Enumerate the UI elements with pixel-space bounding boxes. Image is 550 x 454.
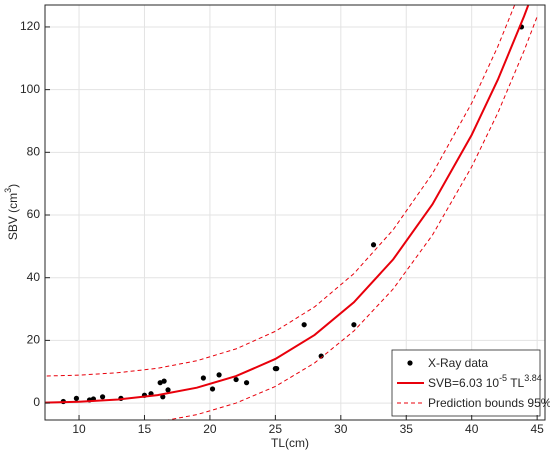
text-part: X-Ray data — [428, 356, 488, 370]
legend-label: SVB=6.03 10-5 TL3.84 — [428, 373, 542, 390]
legend-marker — [407, 360, 413, 366]
text-part: TL — [507, 376, 524, 390]
x-tick-label: 10 — [72, 422, 86, 436]
y-tick-label: 60 — [27, 207, 41, 221]
curve — [45, 5, 516, 377]
text-part: 3.84 — [524, 373, 542, 383]
data-point — [216, 372, 222, 378]
x-tick-label: 40 — [465, 422, 479, 436]
text-part: ) — [6, 184, 20, 188]
text-part: Prediction bounds 95% — [428, 396, 550, 410]
plot-frame — [44, 4, 546, 421]
data-point — [233, 376, 239, 383]
legend: X-Ray data SVB=6.03 10-5 TL3.84 Prediction… — [391, 349, 550, 417]
legend-label: Prediction bounds 95% — [428, 396, 550, 410]
x-tick-label: 45 — [530, 422, 544, 436]
text-part: SVB=6.03 10 — [428, 376, 499, 390]
text-part: -5 — [499, 373, 507, 383]
data-point — [318, 353, 324, 359]
data-point — [274, 365, 280, 372]
y-tick-label: 80 — [27, 144, 41, 158]
legend-label: X-Ray data — [428, 356, 488, 370]
y-tick-label: 100 — [20, 82, 40, 96]
marks — [45, 5, 538, 420]
grid — [45, 5, 545, 420]
data-point — [160, 394, 166, 400]
data-point — [99, 394, 106, 400]
y-tick-label: 120 — [20, 19, 40, 33]
data-point — [73, 395, 80, 401]
data-point — [370, 242, 377, 248]
x-axis-label: TL(cm) — [271, 436, 309, 450]
x-tick-label: 20 — [203, 422, 217, 436]
curve — [45, 5, 530, 404]
y-tick-label: 20 — [27, 333, 41, 347]
y-tick-label: 0 — [33, 395, 40, 409]
data-point — [200, 375, 206, 381]
data-point — [243, 380, 250, 386]
curve — [165, 16, 538, 420]
data-point — [351, 322, 357, 328]
x-tick-label: 25 — [269, 422, 283, 436]
y-tick-label: 40 — [27, 270, 41, 284]
y-axis-label: SBV (cm3) — [3, 184, 20, 240]
x-tick-label: 15 — [138, 422, 152, 436]
data-point — [209, 386, 216, 392]
data-point — [157, 380, 163, 386]
data-point — [161, 378, 167, 384]
x-tick-label: 30 — [334, 422, 348, 436]
x-tick-label: 35 — [400, 422, 414, 436]
data-point — [301, 322, 307, 328]
text-part: SBV (cm — [6, 193, 20, 240]
text-part: 3 — [3, 188, 13, 193]
data-point — [165, 387, 171, 393]
